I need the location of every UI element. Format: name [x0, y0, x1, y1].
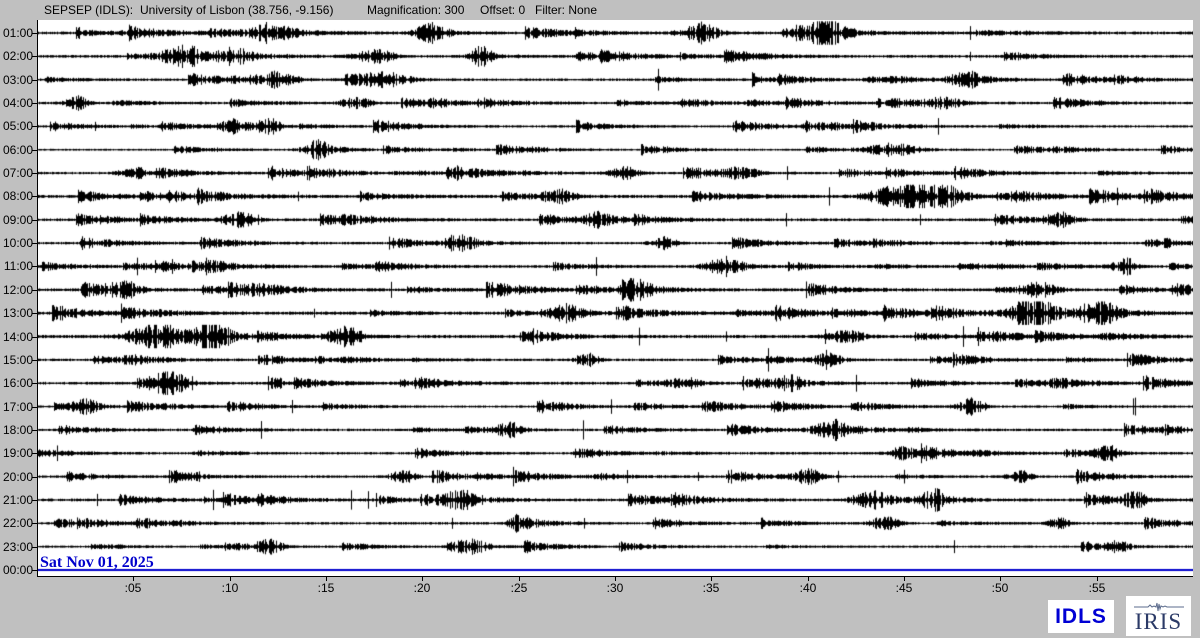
date-label: Sat Nov 01, 2025: [40, 554, 154, 571]
hour-label: 16:00: [2, 376, 33, 391]
hour-tick: [32, 243, 37, 244]
hour-tick: [32, 383, 37, 384]
minute-label: :50: [991, 581, 1009, 595]
minute-label: :15: [317, 581, 335, 595]
hour-label: 03:00: [2, 72, 33, 87]
hour-tick: [32, 80, 37, 81]
minute-tick: [615, 577, 616, 581]
station-label: SEPSEP (IDLS):: [44, 3, 134, 17]
hour-label: 08:00: [2, 189, 33, 204]
hour-label: 12:00: [2, 282, 33, 297]
hour-tick: [32, 33, 37, 34]
hour-label: 07:00: [2, 166, 33, 181]
hour-label: 09:00: [2, 212, 33, 227]
hour-label: 23:00: [2, 539, 33, 554]
hour-label: 17:00: [2, 399, 33, 414]
hour-label: 20:00: [2, 469, 33, 484]
hour-tick: [32, 103, 37, 104]
minute-tick: [808, 577, 809, 581]
hour-label: 15:00: [2, 352, 33, 367]
hour-tick: [32, 407, 37, 408]
minute-label: :40: [799, 581, 817, 595]
minute-label: :25: [510, 581, 528, 595]
minute-label: :55: [1088, 581, 1106, 595]
hour-label: 06:00: [2, 142, 33, 157]
minute-tick: [230, 577, 231, 581]
hour-label: 05:00: [2, 119, 33, 134]
minute-tick: [326, 577, 327, 581]
hour-tick: [32, 570, 37, 571]
hour-label: 10:00: [2, 236, 33, 251]
minute-label: :10: [221, 581, 239, 595]
minute-tick: [133, 577, 134, 581]
minute-tick: [1000, 577, 1001, 581]
minute-label: :20: [413, 581, 431, 595]
station-location: University of Lisbon (38.756, -9.156): [140, 3, 334, 17]
seismic-wave-icon: [1133, 602, 1184, 612]
minute-label: :05: [124, 581, 142, 595]
hour-tick: [32, 220, 37, 221]
minute-label: :30: [606, 581, 624, 595]
hour-label: 04:00: [2, 96, 33, 111]
offset-label: Offset: 0: [480, 3, 526, 17]
hour-label: 21:00: [2, 492, 33, 507]
minute-tick: [422, 577, 423, 581]
iris-logo[interactable]: IRIS: [1126, 596, 1191, 636]
minute-label: :45: [895, 581, 913, 595]
minute-tick: [1097, 577, 1098, 581]
hour-label: 19:00: [2, 446, 33, 461]
minute-label: :35: [702, 581, 720, 595]
helicorder-plot-area: [37, 20, 1193, 577]
minute-tick: [711, 577, 712, 581]
hour-tick: [32, 547, 37, 548]
hour-tick: [32, 430, 37, 431]
iris-logo-text: IRIS: [1134, 609, 1183, 634]
helicorder-canvas[interactable]: [38, 20, 1193, 576]
hour-tick: [32, 150, 37, 151]
hour-label: 13:00: [2, 306, 33, 321]
hour-tick: [32, 500, 37, 501]
filter-label: Filter: None: [535, 3, 598, 17]
hour-tick: [32, 196, 37, 197]
hour-tick: [32, 290, 37, 291]
idls-logo[interactable]: IDLS: [1048, 600, 1114, 633]
hour-tick: [32, 477, 37, 478]
hour-tick: [32, 313, 37, 314]
hour-tick: [32, 266, 37, 267]
hour-label: 18:00: [2, 422, 33, 437]
hour-tick: [32, 360, 37, 361]
hour-label: 22:00: [2, 516, 33, 531]
minute-tick: [904, 577, 905, 581]
hour-tick: [32, 523, 37, 524]
hour-label: 00:00: [2, 563, 33, 577]
idls-logo-text: IDLS: [1055, 604, 1107, 628]
hour-tick: [32, 126, 37, 127]
hour-tick: [32, 453, 37, 454]
magnification-label: Magnification: 300: [367, 3, 465, 17]
hour-tick: [32, 173, 37, 174]
minute-tick: [519, 577, 520, 581]
hour-label: 14:00: [2, 329, 33, 344]
hour-label: 01:00: [2, 26, 33, 40]
hour-tick: [32, 56, 37, 57]
hour-label: 02:00: [2, 49, 33, 64]
hour-tick: [32, 337, 37, 338]
hour-label: 11:00: [3, 259, 33, 274]
